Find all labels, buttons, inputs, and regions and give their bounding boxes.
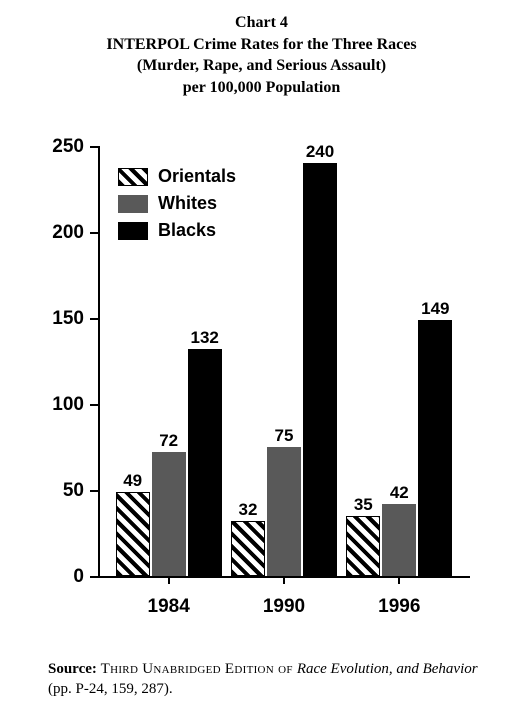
bar: [188, 349, 222, 576]
y-tick-label: 150: [24, 308, 84, 330]
source-tail: (pp. P-24, 159, 287).: [48, 681, 173, 697]
title-line-2: INTERPOL Crime Rates for the Three Races: [0, 34, 523, 56]
title-line-3: (Murder, Rape, and Serious Assault): [0, 55, 523, 77]
title-line-4: per 100,000 Population: [0, 77, 523, 99]
y-tick: [90, 576, 98, 578]
bar: [382, 504, 416, 576]
legend-swatch: [118, 168, 148, 186]
legend-label: Whites: [158, 193, 217, 214]
bar-value-label: 240: [306, 142, 334, 162]
bar-value-label: 42: [390, 483, 409, 503]
legend-item: Orientals: [118, 166, 236, 187]
legend-swatch: [118, 195, 148, 213]
y-tick-label: 250: [24, 136, 84, 158]
y-tick-label: 100: [24, 394, 84, 416]
bar: [116, 492, 150, 576]
bar-value-label: 132: [190, 328, 218, 348]
x-tick: [398, 576, 400, 584]
source-italic: Race Evolution, and Behavior: [297, 661, 478, 677]
y-tick: [90, 232, 98, 234]
bar-value-label: 75: [275, 426, 294, 446]
y-tick: [90, 146, 98, 148]
bar: [152, 452, 186, 576]
bar: [231, 521, 265, 576]
title-line-1: Chart 4: [0, 12, 523, 34]
legend-item: Whites: [118, 193, 236, 214]
bar: [418, 320, 452, 576]
x-tick-label: 1990: [263, 596, 305, 618]
legend-item: Blacks: [118, 220, 236, 241]
bar-value-label: 149: [421, 299, 449, 319]
bar: [267, 447, 301, 576]
bar-value-label: 49: [123, 471, 142, 491]
x-tick-label: 1984: [148, 596, 190, 618]
y-axis: [98, 146, 100, 578]
x-tick: [283, 576, 285, 584]
y-tick-label: 200: [24, 222, 84, 244]
bar-value-label: 72: [159, 431, 178, 451]
y-tick: [90, 318, 98, 320]
bar: [303, 163, 337, 576]
source-smallcaps: Third Unabridged Edition of: [101, 661, 297, 677]
x-tick: [168, 576, 170, 584]
bar-chart: 0501001502002501984497213219903275240199…: [98, 146, 470, 576]
y-tick-label: 0: [24, 566, 84, 588]
legend-label: Blacks: [158, 220, 216, 241]
bar-value-label: 35: [354, 495, 373, 515]
bar: [346, 516, 380, 576]
chart-title: Chart 4 INTERPOL Crime Rates for the Thr…: [0, 0, 523, 98]
legend: Orientals Whites Blacks: [118, 166, 236, 247]
x-tick-label: 1996: [378, 596, 420, 618]
source-citation: Source: Third Unabridged Edition of Race…: [48, 659, 483, 700]
y-tick: [90, 490, 98, 492]
y-tick-label: 50: [24, 480, 84, 502]
page: { "title": { "line1": "Chart 4", "line2"…: [0, 0, 523, 721]
legend-label: Orientals: [158, 166, 236, 187]
source-prefix: Source:: [48, 661, 101, 677]
y-tick: [90, 404, 98, 406]
bar-value-label: 32: [239, 500, 258, 520]
legend-swatch: [118, 222, 148, 240]
